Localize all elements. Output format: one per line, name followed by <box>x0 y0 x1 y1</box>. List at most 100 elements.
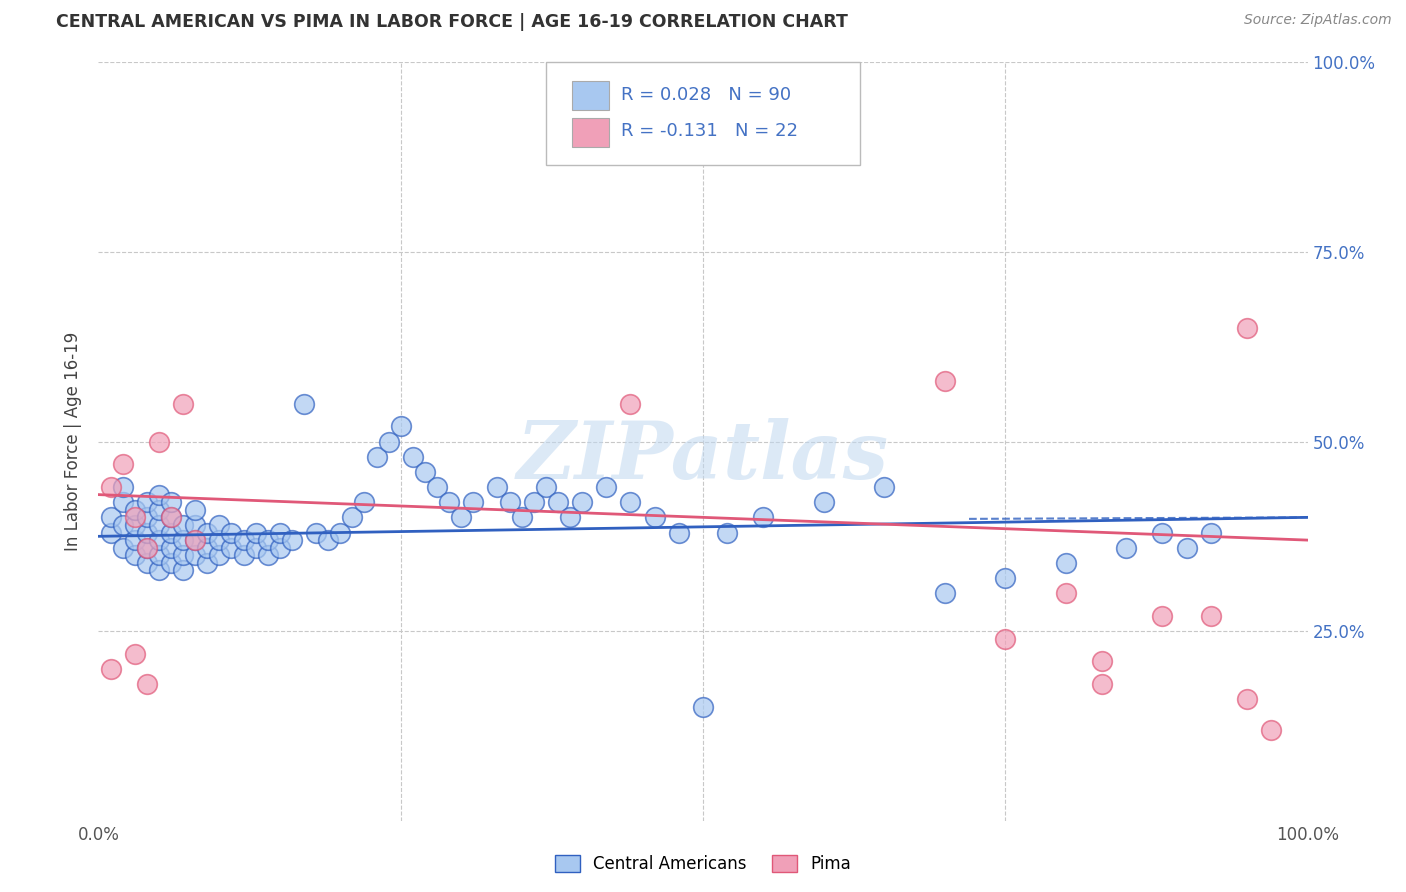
Text: R = 0.028   N = 90: R = 0.028 N = 90 <box>621 86 792 104</box>
Point <box>245 525 267 540</box>
Point <box>135 510 157 524</box>
Point <box>281 533 304 548</box>
Point <box>269 525 291 540</box>
Point <box>172 517 194 532</box>
Point <box>124 533 146 548</box>
Point <box>111 480 134 494</box>
FancyBboxPatch shape <box>572 81 609 111</box>
Point <box>148 564 170 578</box>
Point <box>292 396 315 410</box>
Point <box>184 548 207 563</box>
Point <box>994 632 1017 646</box>
Point <box>269 541 291 555</box>
Text: ZIPatlas: ZIPatlas <box>517 418 889 495</box>
Point <box>437 495 460 509</box>
Point <box>172 548 194 563</box>
Point <box>232 533 254 548</box>
Point <box>111 541 134 555</box>
Point <box>1054 586 1077 600</box>
Point <box>221 541 243 555</box>
Point <box>486 480 509 494</box>
Point <box>100 662 122 676</box>
Point <box>450 510 472 524</box>
Point <box>644 510 666 524</box>
Point <box>571 495 593 509</box>
Point <box>160 556 183 570</box>
Point <box>208 517 231 532</box>
Point <box>184 533 207 548</box>
Point <box>135 541 157 555</box>
Point <box>1175 541 1198 555</box>
Point <box>160 495 183 509</box>
Point <box>426 480 449 494</box>
Point <box>148 487 170 501</box>
Point <box>100 480 122 494</box>
Point <box>402 450 425 464</box>
Point <box>148 503 170 517</box>
Point <box>208 533 231 548</box>
Point <box>752 510 775 524</box>
Point <box>1091 655 1114 669</box>
Point <box>184 517 207 532</box>
Point <box>100 525 122 540</box>
Point <box>124 517 146 532</box>
Point <box>934 586 956 600</box>
Point <box>1152 525 1174 540</box>
Point <box>716 525 738 540</box>
Point <box>111 495 134 509</box>
Point <box>148 548 170 563</box>
Point <box>534 480 557 494</box>
FancyBboxPatch shape <box>546 62 860 165</box>
Point <box>305 525 328 540</box>
Point <box>172 533 194 548</box>
Point <box>195 556 218 570</box>
Point <box>498 495 520 509</box>
Point <box>135 677 157 691</box>
Point <box>342 510 364 524</box>
Point <box>184 533 207 548</box>
Text: CENTRAL AMERICAN VS PIMA IN LABOR FORCE | AGE 16-19 CORRELATION CHART: CENTRAL AMERICAN VS PIMA IN LABOR FORCE … <box>56 13 848 31</box>
Point <box>256 533 278 548</box>
Point <box>413 465 436 479</box>
Point <box>124 647 146 661</box>
Point <box>595 480 617 494</box>
Point <box>510 510 533 524</box>
Point <box>1152 608 1174 623</box>
Point <box>111 458 134 472</box>
Point <box>366 450 388 464</box>
Point <box>135 556 157 570</box>
Point <box>1091 677 1114 691</box>
FancyBboxPatch shape <box>572 118 609 146</box>
Point <box>1199 525 1222 540</box>
Point <box>124 548 146 563</box>
Point <box>148 533 170 548</box>
Point <box>994 571 1017 585</box>
Point <box>934 374 956 388</box>
Point <box>389 419 412 434</box>
Point <box>377 434 399 449</box>
Text: Source: ZipAtlas.com: Source: ZipAtlas.com <box>1244 13 1392 28</box>
Point <box>148 434 170 449</box>
Point <box>208 548 231 563</box>
Point <box>195 541 218 555</box>
Point <box>100 510 122 524</box>
Y-axis label: In Labor Force | Age 16-19: In Labor Force | Age 16-19 <box>65 332 83 551</box>
Point <box>124 510 146 524</box>
Point <box>172 396 194 410</box>
Point <box>1236 320 1258 334</box>
Point <box>547 495 569 509</box>
Point <box>463 495 485 509</box>
Point <box>1260 723 1282 737</box>
Point <box>135 541 157 555</box>
Point <box>160 510 183 524</box>
Point <box>221 525 243 540</box>
Point <box>160 541 183 555</box>
Point <box>245 541 267 555</box>
Point <box>1115 541 1137 555</box>
Point <box>523 495 546 509</box>
Point <box>619 396 641 410</box>
Point <box>160 525 183 540</box>
Point <box>353 495 375 509</box>
Legend: Central Americans, Pima: Central Americans, Pima <box>555 855 851 873</box>
Point <box>619 495 641 509</box>
